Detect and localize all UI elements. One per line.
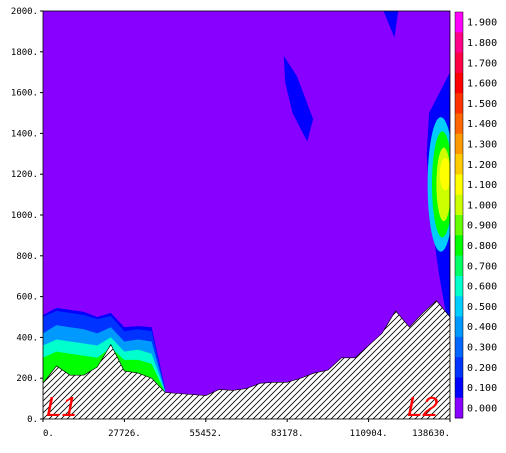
x-tick-label: 55452. xyxy=(190,429,223,439)
colorbar-label: 0.900 xyxy=(467,221,497,232)
colorbar-label: 1.400 xyxy=(467,119,497,130)
colorbar-swatch xyxy=(455,316,463,338)
y-tick-label: 800. xyxy=(16,252,38,262)
colorbar-label: 1.800 xyxy=(467,38,497,49)
y-tick-label: 200. xyxy=(16,374,38,384)
colorbar-label: 1.200 xyxy=(467,160,497,171)
colorbar-swatch xyxy=(455,377,463,399)
x-tick-label: 27726. xyxy=(108,429,141,439)
colorbar-label: 1.900 xyxy=(467,18,497,29)
colorbar-swatch xyxy=(455,235,463,257)
colorbar: 1.900 1.800 1.700 1.600 1.500 1.400 1.300 1.200… xyxy=(454,11,497,419)
colorbar-swatch xyxy=(455,174,463,196)
x-tick-label: 110904. xyxy=(350,429,388,439)
contour-right-blob-3 xyxy=(439,157,450,191)
annotation-l1: L1 xyxy=(46,391,77,422)
annotation-l2: L2 xyxy=(407,391,439,422)
colorbar-label: 0.100 xyxy=(467,383,497,394)
colorbar-label: 1.300 xyxy=(467,139,497,150)
colorbar-label: 0.000 xyxy=(467,403,497,414)
colorbar-label: 0.600 xyxy=(467,282,497,293)
colorbar-swatch xyxy=(455,194,463,216)
colorbar-swatch xyxy=(455,397,463,419)
colorbar-swatch xyxy=(455,357,463,378)
y-tick-label: 1600. xyxy=(11,89,38,99)
colorbar-swatch xyxy=(455,215,463,236)
y-tick-label: 1200. xyxy=(11,170,38,180)
colorbar-swatch xyxy=(455,255,463,277)
terrain xyxy=(43,300,450,419)
x-tick-label: 83178. xyxy=(271,429,304,439)
colorbar-frame xyxy=(454,11,464,419)
y-tick-label: 2000. xyxy=(11,7,38,17)
colorbar-swatch xyxy=(455,12,463,33)
colorbar-label: 0.300 xyxy=(467,342,497,353)
x-tick-label: 0. xyxy=(43,429,54,439)
contour-pocket-1 xyxy=(383,11,399,38)
colorbar-label: 1.600 xyxy=(467,79,497,90)
colorbar-swatch xyxy=(455,32,463,54)
colorbar-swatch xyxy=(455,52,463,74)
colorbar-swatch xyxy=(455,93,463,114)
colorbar-swatch xyxy=(455,133,463,155)
colorbar-swatch xyxy=(455,336,463,358)
x-tick-label: 138630. xyxy=(412,429,450,439)
colorbar-label: 0.400 xyxy=(467,322,497,333)
y-tick-label: 600. xyxy=(16,293,38,303)
colorbar-label: 0.800 xyxy=(467,241,497,252)
y-tick-label: 0. xyxy=(27,415,38,425)
colorbar-swatch xyxy=(455,154,463,175)
axes: 0. 27726. 55452. 83178. 110904. 138630. 0. 200.… xyxy=(11,7,451,439)
colorbar-label: 1.700 xyxy=(467,58,497,69)
y-tick-label: 1000. xyxy=(11,211,38,221)
colorbar-swatch xyxy=(455,113,463,135)
colorbar-swatch xyxy=(455,72,463,94)
colorbar-label: 0.200 xyxy=(467,363,497,374)
colorbar-label: 0.700 xyxy=(467,261,497,272)
contour-pocket-0 xyxy=(283,55,314,142)
y-tick-label: 1800. xyxy=(11,48,38,58)
y-tick-label: 400. xyxy=(16,333,38,343)
colorbar-swatch xyxy=(455,296,463,317)
colorbar-label: 1.000 xyxy=(467,200,497,211)
colorbar-swatch xyxy=(455,275,463,297)
colorbar-label: 1.100 xyxy=(467,180,497,191)
colorbar-label: 0.500 xyxy=(467,302,497,313)
colorbar-label: 1.500 xyxy=(467,99,497,110)
y-tick-label: 1400. xyxy=(11,129,38,139)
plot-area xyxy=(43,11,450,419)
